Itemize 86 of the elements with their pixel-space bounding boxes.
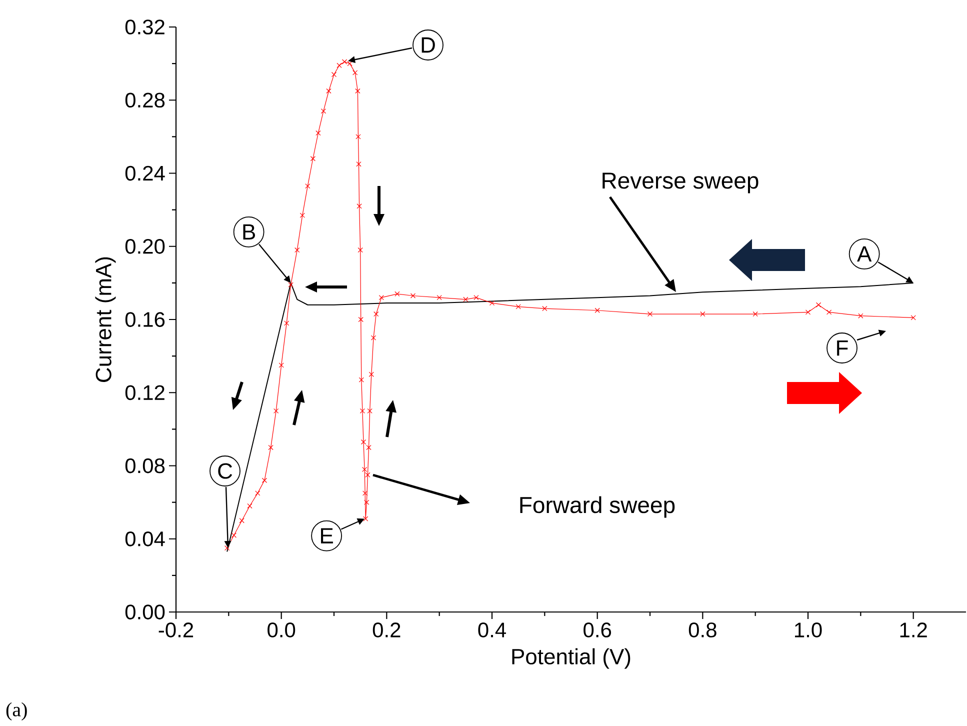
point	[362, 466, 368, 472]
point	[255, 490, 260, 496]
point	[752, 311, 758, 317]
x-tick-label: 0.4	[478, 622, 506, 638]
point	[858, 313, 864, 318]
point	[278, 362, 284, 368]
y-tick-label: 0.32	[125, 20, 164, 34]
point	[239, 518, 244, 524]
y-tick-label: 0.12	[125, 385, 164, 400]
annotation: A	[857, 246, 872, 262]
point	[647, 311, 653, 317]
point	[463, 296, 468, 302]
point	[364, 500, 370, 505]
point	[374, 311, 379, 317]
point	[316, 130, 321, 136]
y-tick-label: 0.04	[125, 531, 165, 546]
point	[358, 316, 364, 322]
point	[365, 472, 370, 478]
point	[358, 377, 364, 382]
point	[274, 408, 279, 414]
point	[224, 545, 230, 551]
point	[247, 503, 252, 509]
x-tick-label: 0.0	[268, 622, 296, 638]
y-tick-label: 0.28	[125, 92, 165, 108]
annotation: E	[321, 528, 333, 544]
x-tick-label: -0.2	[158, 622, 194, 638]
annotation: Forward sweep	[520, 496, 675, 518]
point	[358, 247, 363, 253]
point	[367, 408, 372, 414]
point	[320, 108, 326, 114]
y-tick-label: 0.00	[125, 604, 165, 620]
point	[262, 478, 268, 483]
point	[370, 335, 376, 340]
point	[378, 295, 384, 300]
point	[305, 183, 310, 189]
point	[910, 315, 916, 320]
point	[360, 439, 366, 445]
point	[268, 444, 274, 450]
point	[516, 304, 521, 310]
point	[594, 308, 600, 313]
annotation: D	[422, 37, 435, 53]
point	[363, 516, 368, 522]
x-tick-label: 1.2	[900, 622, 927, 638]
point	[331, 72, 337, 78]
point	[355, 88, 360, 94]
point	[394, 291, 400, 296]
annotation: F	[837, 340, 848, 356]
point	[356, 162, 362, 167]
point	[436, 295, 442, 300]
point	[310, 156, 316, 162]
x-tick-label: 0.6	[584, 622, 612, 638]
annotation: C	[218, 463, 232, 479]
point	[410, 293, 416, 298]
point	[352, 70, 358, 76]
point	[300, 212, 305, 218]
point	[474, 295, 479, 300]
x-tick-label: 0.2	[372, 622, 400, 638]
point	[489, 300, 495, 306]
point	[336, 62, 342, 68]
point	[816, 302, 822, 308]
y-tick-label: 0.20	[125, 238, 165, 254]
point	[360, 408, 366, 414]
point	[805, 310, 811, 315]
point	[366, 444, 372, 450]
point	[368, 372, 374, 377]
point	[284, 320, 290, 326]
point	[362, 490, 368, 496]
y-tick-label: 0.08	[125, 458, 165, 474]
point	[326, 88, 332, 94]
point	[231, 532, 236, 538]
y-axis-title: Current (mA)	[95, 257, 116, 382]
x-axis-title: Potential (V)	[512, 648, 630, 669]
point	[356, 204, 362, 209]
point	[288, 282, 294, 288]
point	[356, 134, 361, 140]
x-tick-label: 1.0	[795, 622, 822, 638]
point	[294, 247, 300, 253]
y-tick-label: 0.16	[125, 312, 165, 327]
point	[700, 311, 706, 317]
annotation: Reverse sweep	[602, 172, 758, 194]
x-tick-label: 0.8	[688, 622, 716, 638]
y-tick-label: 0.24	[125, 166, 165, 181]
point	[826, 310, 832, 315]
text: (a)	[6, 702, 27, 720]
point	[542, 306, 548, 312]
annotation: B	[243, 224, 255, 240]
